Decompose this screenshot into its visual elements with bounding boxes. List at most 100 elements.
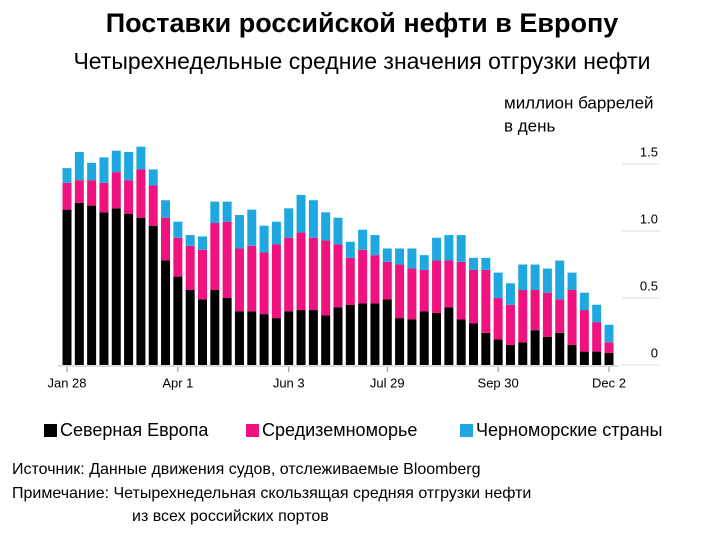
bar-segment xyxy=(62,209,72,365)
bar-segment xyxy=(333,217,343,245)
bar-segment xyxy=(382,299,392,365)
legend-swatch xyxy=(460,424,473,437)
bar-segment xyxy=(308,310,318,365)
bar-segment xyxy=(358,229,368,250)
bar-segment xyxy=(370,255,380,304)
bar-segment xyxy=(579,351,589,365)
x-tick-label: Jul 29 xyxy=(370,375,405,390)
bar-segment xyxy=(234,248,244,312)
bar-segment xyxy=(370,235,380,256)
legend-swatch xyxy=(246,424,259,437)
bar-segment xyxy=(592,322,602,352)
y-axis-label: в день xyxy=(504,116,556,135)
bar-segment xyxy=(358,303,368,365)
bar-segment xyxy=(247,311,257,365)
bar-segment xyxy=(567,272,577,290)
bar-segment xyxy=(185,235,195,246)
note: Примечание: Четырехнедельная скользящая … xyxy=(12,485,531,502)
bar-segment xyxy=(271,244,281,319)
bar-segment xyxy=(173,237,183,277)
bar-segment xyxy=(222,201,232,222)
bar-segment xyxy=(247,245,257,312)
bar-segment xyxy=(161,217,171,261)
bar-segment xyxy=(198,236,207,250)
bar-segment xyxy=(419,311,429,365)
bar-segment xyxy=(74,180,84,203)
bar-segment xyxy=(395,318,405,365)
bar-segment xyxy=(222,298,232,365)
bar-segment xyxy=(579,310,589,352)
bar-segment xyxy=(407,268,417,320)
bar-segment xyxy=(567,344,577,365)
bar-segment xyxy=(493,272,503,299)
bar-segment xyxy=(271,221,281,245)
y-tick-label: 0 xyxy=(651,345,658,360)
bar-segment xyxy=(87,162,97,181)
bar-segment xyxy=(198,299,207,365)
bar-segment xyxy=(296,194,306,233)
bar-segment xyxy=(555,332,565,365)
bar-segment xyxy=(345,304,355,365)
bar-segment xyxy=(74,152,84,181)
x-tick-label: Apr 1 xyxy=(162,375,193,390)
bar-segment xyxy=(481,269,491,333)
bar-segment xyxy=(542,292,552,337)
bar-segment xyxy=(136,146,146,170)
bar-segment xyxy=(124,213,134,365)
bar-segment xyxy=(604,342,614,353)
bar-segment xyxy=(456,235,466,262)
bar-segment xyxy=(432,237,442,261)
bar-segment xyxy=(185,289,195,365)
bar-segment xyxy=(444,260,454,308)
y-axis-label: миллион баррелей xyxy=(504,93,654,112)
source: Источник: Данные движения судов, отслежи… xyxy=(12,461,481,478)
bar-segment xyxy=(148,169,158,186)
bar-segment xyxy=(259,314,269,365)
bar-segment xyxy=(481,332,491,365)
bar-segment xyxy=(370,303,380,365)
legend-swatch xyxy=(44,424,57,437)
bar-segment xyxy=(148,185,158,226)
bar-segment xyxy=(259,252,269,315)
bar-segment xyxy=(99,182,109,213)
bar-segment xyxy=(419,255,429,270)
bar-segment xyxy=(259,225,269,253)
bar-segment xyxy=(395,264,405,319)
bar-segment xyxy=(579,292,589,311)
bar-segment xyxy=(518,264,528,290)
x-tick-label: Jan 28 xyxy=(47,375,86,390)
y-tick-label: 1.5 xyxy=(640,145,658,160)
bar-segment xyxy=(530,264,540,290)
bar-segment xyxy=(592,304,602,323)
bar-segment xyxy=(493,339,503,365)
bar-segment xyxy=(308,200,318,238)
bar-segment xyxy=(161,260,171,365)
bar-segment xyxy=(345,241,355,258)
bar-segment xyxy=(592,351,602,365)
bar-segment xyxy=(432,312,442,365)
y-tick-label: 0.5 xyxy=(640,278,658,293)
bar-segment xyxy=(62,168,72,183)
bar-segment xyxy=(395,248,405,265)
bar-segment xyxy=(505,283,515,305)
chart-title: Поставки российской нефти в Европу xyxy=(106,8,619,38)
bar-segment xyxy=(555,299,565,333)
bar-segment xyxy=(444,307,454,365)
bar-segment xyxy=(296,232,306,311)
x-tick-label: Dec 2 xyxy=(592,375,626,390)
bar-segment xyxy=(234,214,244,249)
bar-segment xyxy=(148,225,158,365)
bar-segment xyxy=(469,323,478,365)
bar-segment xyxy=(321,212,331,241)
bar-segment xyxy=(518,289,528,343)
bar-segment xyxy=(210,201,220,224)
bar-segment xyxy=(604,324,614,343)
bar-segment xyxy=(198,249,207,300)
bar-segment xyxy=(382,261,392,300)
bar-segment xyxy=(124,180,134,214)
bar-segment xyxy=(247,209,257,246)
bar-segment xyxy=(604,352,614,365)
bar-segment xyxy=(136,217,146,365)
bar-segment xyxy=(432,260,442,313)
bar-segment xyxy=(333,244,343,308)
